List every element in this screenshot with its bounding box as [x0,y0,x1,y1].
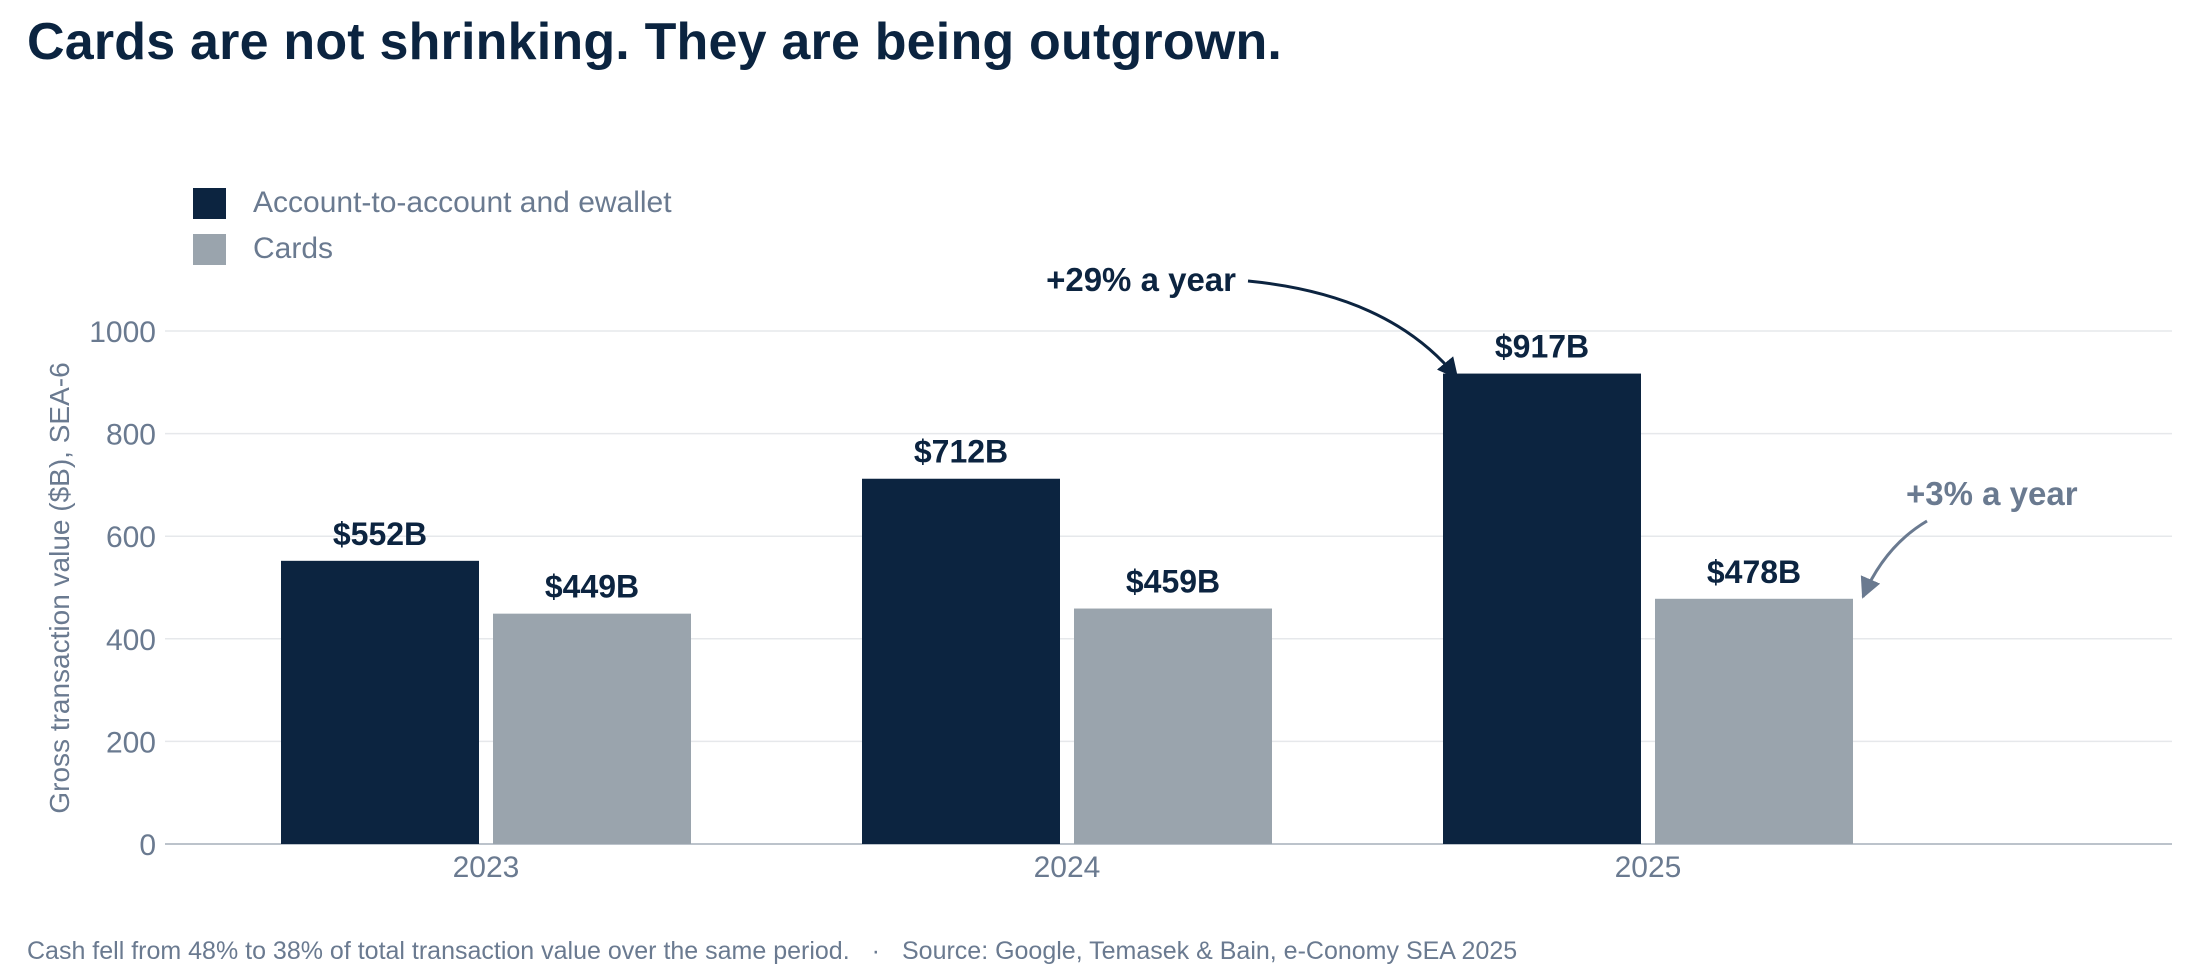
bar-a2a-ewallet-2024 [862,478,1060,844]
chart-title: Cards are not shrinking. They are being … [27,13,1283,71]
footer: Cash fell from 48% to 38% of total trans… [27,937,1517,966]
x-tick-label: 2023 [453,851,520,884]
footer-source: Source: Google, Temasek & Bain, e-Conomy… [901,937,1518,965]
x-tick-label: 2024 [1034,851,1101,884]
bar-cards-2023 [493,613,691,844]
footer-separator: · [871,937,880,965]
bar-a2a-ewallet-2023 [281,560,479,844]
legend-item-cards: Cards [193,226,672,272]
data-label-a2a-ewallet-2023: $552B [333,516,427,552]
y-tick-label: 400 [106,624,156,657]
y-axis-label: Gross transaction value ($B), SEA-6 [44,362,75,813]
annotation-arrow-cards [1860,519,1928,599]
data-label-a2a-ewallet-2025: $917B [1495,329,1589,365]
bar-cards-2024 [1074,608,1272,844]
annotation-arrow-a2a [1247,279,1459,380]
legend-label-a2a-ewallet: Account-to-account and ewallet [253,186,672,219]
legend-swatch-a2a-ewallet [193,187,226,219]
y-tick-label: 200 [106,726,156,759]
annotation-cards-growth: +3% a year [1906,475,2078,512]
footer-note: Cash fell from 48% to 38% of total trans… [27,937,850,965]
x-tick-label: 2025 [1615,851,1682,884]
data-label-a2a-ewallet-2024: $712B [914,434,1008,470]
data-label-cards-2025: $478B [1707,554,1801,590]
bar-a2a-ewallet-2025 [1443,373,1641,844]
bar-cards-2025 [1655,598,1853,844]
legend-item-a2a-ewallet: Account-to-account and ewallet [193,180,672,226]
data-label-cards-2023: $449B [545,569,639,605]
legend-swatch-cards [193,233,226,265]
legend: Account-to-account and ewallet Cards [193,180,672,272]
y-tick-label: 800 [106,419,156,452]
y-tick-label: 600 [106,521,156,554]
y-tick-label: 1000 [89,316,156,349]
data-label-cards-2024: $459B [1126,564,1220,600]
legend-label-cards: Cards [253,232,334,265]
y-tick-label: 0 [139,829,156,862]
annotation-a2a-growth: +29% a year [1046,261,1236,298]
